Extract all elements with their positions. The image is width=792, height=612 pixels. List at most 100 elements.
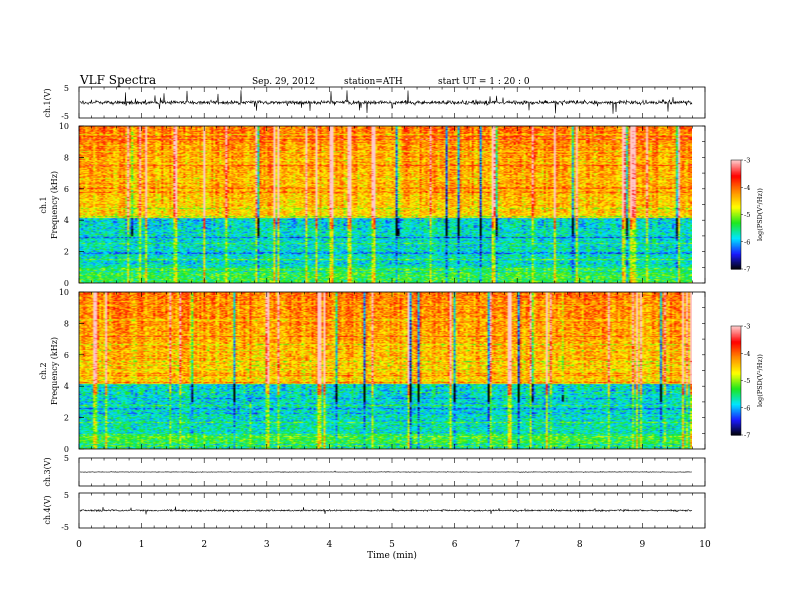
- ch2-colorbar-segment: [731, 380, 741, 383]
- ch2-colorbar-tick-label: -6: [744, 404, 750, 412]
- ch3-trace: [79, 470, 693, 473]
- x-tick-label: 8: [577, 540, 583, 550]
- ch2-colorbar-segment: [731, 336, 741, 339]
- ch1-colorbar-segment: [731, 206, 741, 209]
- ch2-colorbar-segment: [731, 417, 741, 420]
- x-tick-label: 7: [514, 540, 520, 550]
- ch1-colorbar-segment: [731, 245, 741, 248]
- ch1-colorbar-segment: [731, 187, 741, 190]
- ch2-colorbar-segment: [731, 394, 741, 397]
- ch1-colorbar-segment: [731, 177, 741, 180]
- ch1-colorbar-segment: [731, 254, 741, 256]
- ch2-colorbar-segment: [731, 353, 741, 356]
- ch1-colorbar-segment: [731, 185, 741, 188]
- ch2-colorbar-segment: [731, 384, 741, 387]
- ch2-colorbar-segment: [731, 399, 741, 402]
- ch2-colorbar-segment: [731, 414, 741, 417]
- ch1-colorbar-segment: [731, 170, 741, 173]
- ch2-colorbar-segment: [731, 426, 741, 429]
- ch1-colorbar-segment: [731, 209, 741, 212]
- ch1-colorbar-segment: [731, 196, 741, 199]
- ch2-colorbar-segment: [731, 383, 741, 386]
- ch2-spec-ytick-label: 2: [64, 414, 69, 423]
- ch1-colorbar-segment: [731, 161, 741, 164]
- ch1-colorbar-segment: [731, 181, 741, 184]
- ch1-colorbar-segment: [731, 194, 741, 197]
- ch1-waveform-panel: 5 -5 ch.1(V): [43, 84, 706, 121]
- ch2-colorbar-segment: [731, 360, 741, 363]
- ch1-colorbar-segment: [731, 229, 741, 232]
- ch1-spec-ytick-label: 4: [64, 216, 69, 225]
- ch2-spec-ytick-label: 0: [64, 445, 69, 454]
- ch1-colorbar-segment: [731, 236, 741, 239]
- ch1-colorbar-segment: [731, 262, 741, 265]
- ch2-colorbar-tick-label: -5: [744, 377, 750, 385]
- ch3-ylabel: ch.3(V): [43, 457, 52, 486]
- ch2-colorbar-segment: [731, 425, 741, 428]
- ch2-colorbar-segment: [731, 409, 741, 412]
- x-tick-label: 4: [327, 540, 333, 550]
- ch2-colorbar-tick-label: -3: [744, 323, 750, 331]
- ch1-colorbar-segment: [731, 255, 741, 258]
- ch4-ytick-bottom: -5: [61, 523, 69, 532]
- ch2-colorbar-segment: [731, 402, 741, 405]
- ch1-colorbar-segment: [731, 258, 741, 261]
- ch2-colorbar-tick-label: -4: [744, 350, 750, 358]
- ch2-colorbar-segment: [731, 421, 741, 424]
- ch1-spec-ytick-label: 6: [64, 185, 69, 194]
- ch1-colorbar-segment: [731, 243, 741, 246]
- ch2-colorbar-segment: [731, 433, 741, 436]
- ch1-colorbar-segment: [731, 191, 741, 194]
- ch2-spec-ytick-label: 4: [64, 382, 69, 391]
- ch1-colorbar-segment: [731, 219, 741, 222]
- ch2-colorbar-segment: [731, 413, 741, 416]
- ch4-trace: [79, 506, 693, 515]
- ch1-colorbar-segment: [731, 173, 741, 176]
- ch2-colorbar-segment: [731, 385, 741, 388]
- ch1-ytick-bottom: -5: [61, 112, 69, 121]
- ch2-colorbar-segment: [731, 334, 741, 337]
- x-tick-label: 1: [139, 540, 145, 550]
- ch1-colorbar-segment: [731, 180, 741, 183]
- ch2-colorbar-segment: [731, 330, 741, 333]
- ch1-colorbar-segment: [731, 260, 741, 263]
- ch1-colorbar-segment: [731, 237, 741, 240]
- x-axis: 0 1 2 3 4 5 6 7 8 9 10: [76, 87, 711, 550]
- ch1-colorbar-segment: [731, 252, 741, 255]
- ch2-colorbar-segment: [731, 400, 741, 403]
- ch1-colorbar-segment: [731, 188, 741, 191]
- ch3-waveform-panel: 5 ch.3(V): [43, 454, 706, 487]
- ch1-spec-ytick-label: 0: [64, 279, 69, 288]
- x-tick-label: 5: [389, 540, 395, 550]
- ch2-colorbar-segment: [731, 398, 741, 401]
- ch2-spec-ytick-label: 10: [59, 288, 69, 297]
- ch1-colorbar-segment: [731, 226, 741, 229]
- ch1-colorbar-segment: [731, 179, 741, 182]
- ch1-colorbar-segment: [731, 210, 741, 213]
- ch1-colorbar-segment: [731, 162, 741, 165]
- ch2-colorbar-segment: [731, 343, 741, 346]
- ch2-colorbar-segment: [731, 332, 741, 335]
- ch1-ylabel: ch.1(V): [43, 88, 52, 117]
- ch1-colorbar-segment: [731, 172, 741, 175]
- ch1-colorbar-segment: [731, 232, 741, 235]
- ch1-colorbar-segment: [731, 264, 741, 267]
- ch1-colorbar-segment: [731, 202, 741, 205]
- ch2-colorbar-segment: [731, 368, 741, 371]
- ch2-colorbar-segment: [731, 407, 741, 410]
- ch4-ylabel: ch.4(V): [43, 495, 52, 524]
- ch2-colorbar-segment: [731, 372, 741, 375]
- ch1-colorbar-segment: [731, 259, 741, 262]
- ch2-colorbar-segment: [731, 375, 741, 378]
- ch2-colorbar-segment: [731, 422, 741, 425]
- ch1-colorbar-segment: [731, 234, 741, 237]
- ch2-colorbar-segment: [731, 354, 741, 357]
- ch1-colorbar-segment: [731, 228, 741, 231]
- ch1-colorbar-segment: [731, 165, 741, 168]
- date-label: Sep. 29, 2012: [252, 77, 315, 87]
- ch1-ytick-top: 5: [64, 84, 69, 93]
- ch1-colorbar-tick-label: -6: [744, 238, 750, 246]
- ch3-ytick-top: 5: [64, 454, 69, 463]
- ch2-colorbar-segment: [731, 335, 741, 338]
